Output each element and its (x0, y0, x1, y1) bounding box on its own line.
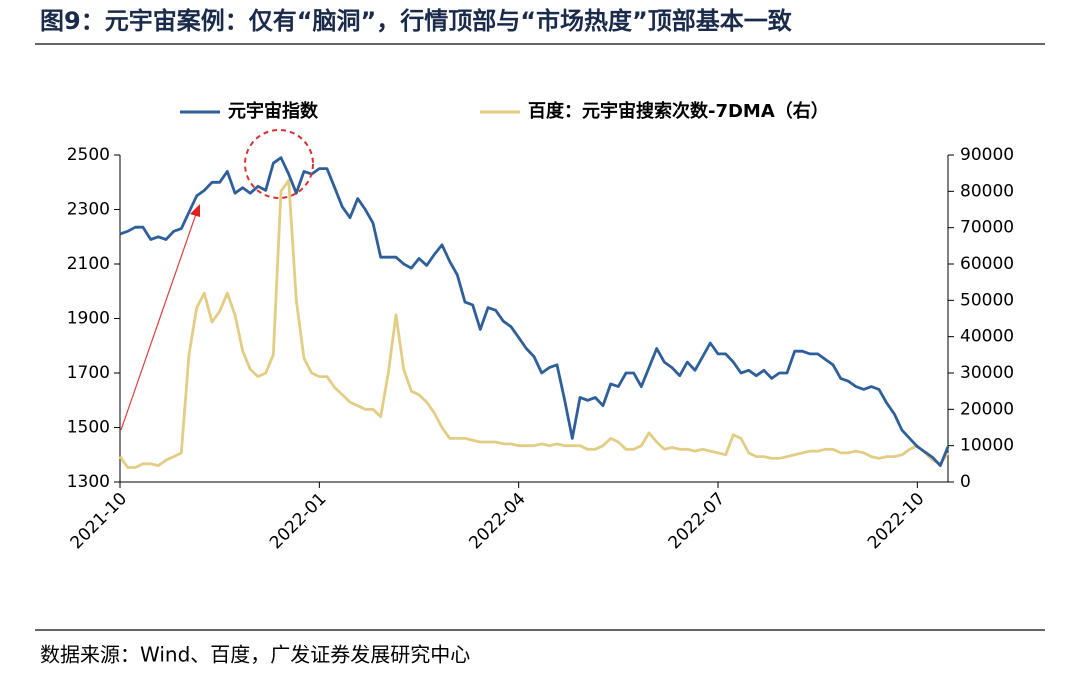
y-tick-label: 1500 (67, 418, 110, 438)
y-tick-label: 1900 (67, 309, 110, 329)
y2-tick-label: 0 (960, 472, 971, 492)
y2-tick-label: 90000 (960, 145, 1014, 165)
y-tick-label: 1300 (67, 472, 110, 492)
highlight-circle (244, 129, 314, 199)
y-tick-label: 2100 (67, 254, 110, 274)
y2-tick-label: 20000 (960, 399, 1014, 419)
x-tick-label: 2021-10 (67, 489, 131, 553)
y-tick-label: 2300 (67, 200, 110, 220)
plot: 1300 1500 1700 1900 2100 2300 2500 0 10000 20000 3… (67, 100, 1014, 553)
y2-tick-label: 50000 (960, 290, 1014, 310)
series-line (119, 156, 950, 467)
y2-tick-label: 70000 (960, 218, 1014, 238)
legend-label: 元宇宙指数 (228, 100, 319, 122)
legend-label: 百度：元宇宙搜索次数-7DMA（右） (528, 100, 829, 122)
y2-tick-label: 40000 (960, 327, 1014, 347)
y2-tick-label: 10000 (960, 436, 1014, 456)
chart-title: 图9：元宇宙案例：仅有“脑洞”，行情顶部与“市场热度”顶部基本一致 (40, 7, 793, 35)
source-note: 数据来源：Wind、百度，广发证券发展研究中心 (40, 643, 470, 667)
x-tick-label: 2022-10 (864, 489, 928, 553)
y-tick-label: 2500 (67, 145, 110, 165)
arrow-head (190, 204, 200, 217)
y-tick-label: 1700 (67, 363, 110, 383)
trend-arrow (120, 213, 197, 431)
y2-tick-label: 80000 (960, 181, 1014, 201)
y2-tick-label: 30000 (960, 363, 1014, 383)
series-line (118, 179, 950, 469)
x-tick-label: 2022-01 (266, 489, 330, 553)
y2-tick-label: 60000 (960, 254, 1014, 274)
x-tick-label: 2022-07 (665, 489, 729, 553)
x-tick-label: 2022-04 (465, 489, 529, 553)
